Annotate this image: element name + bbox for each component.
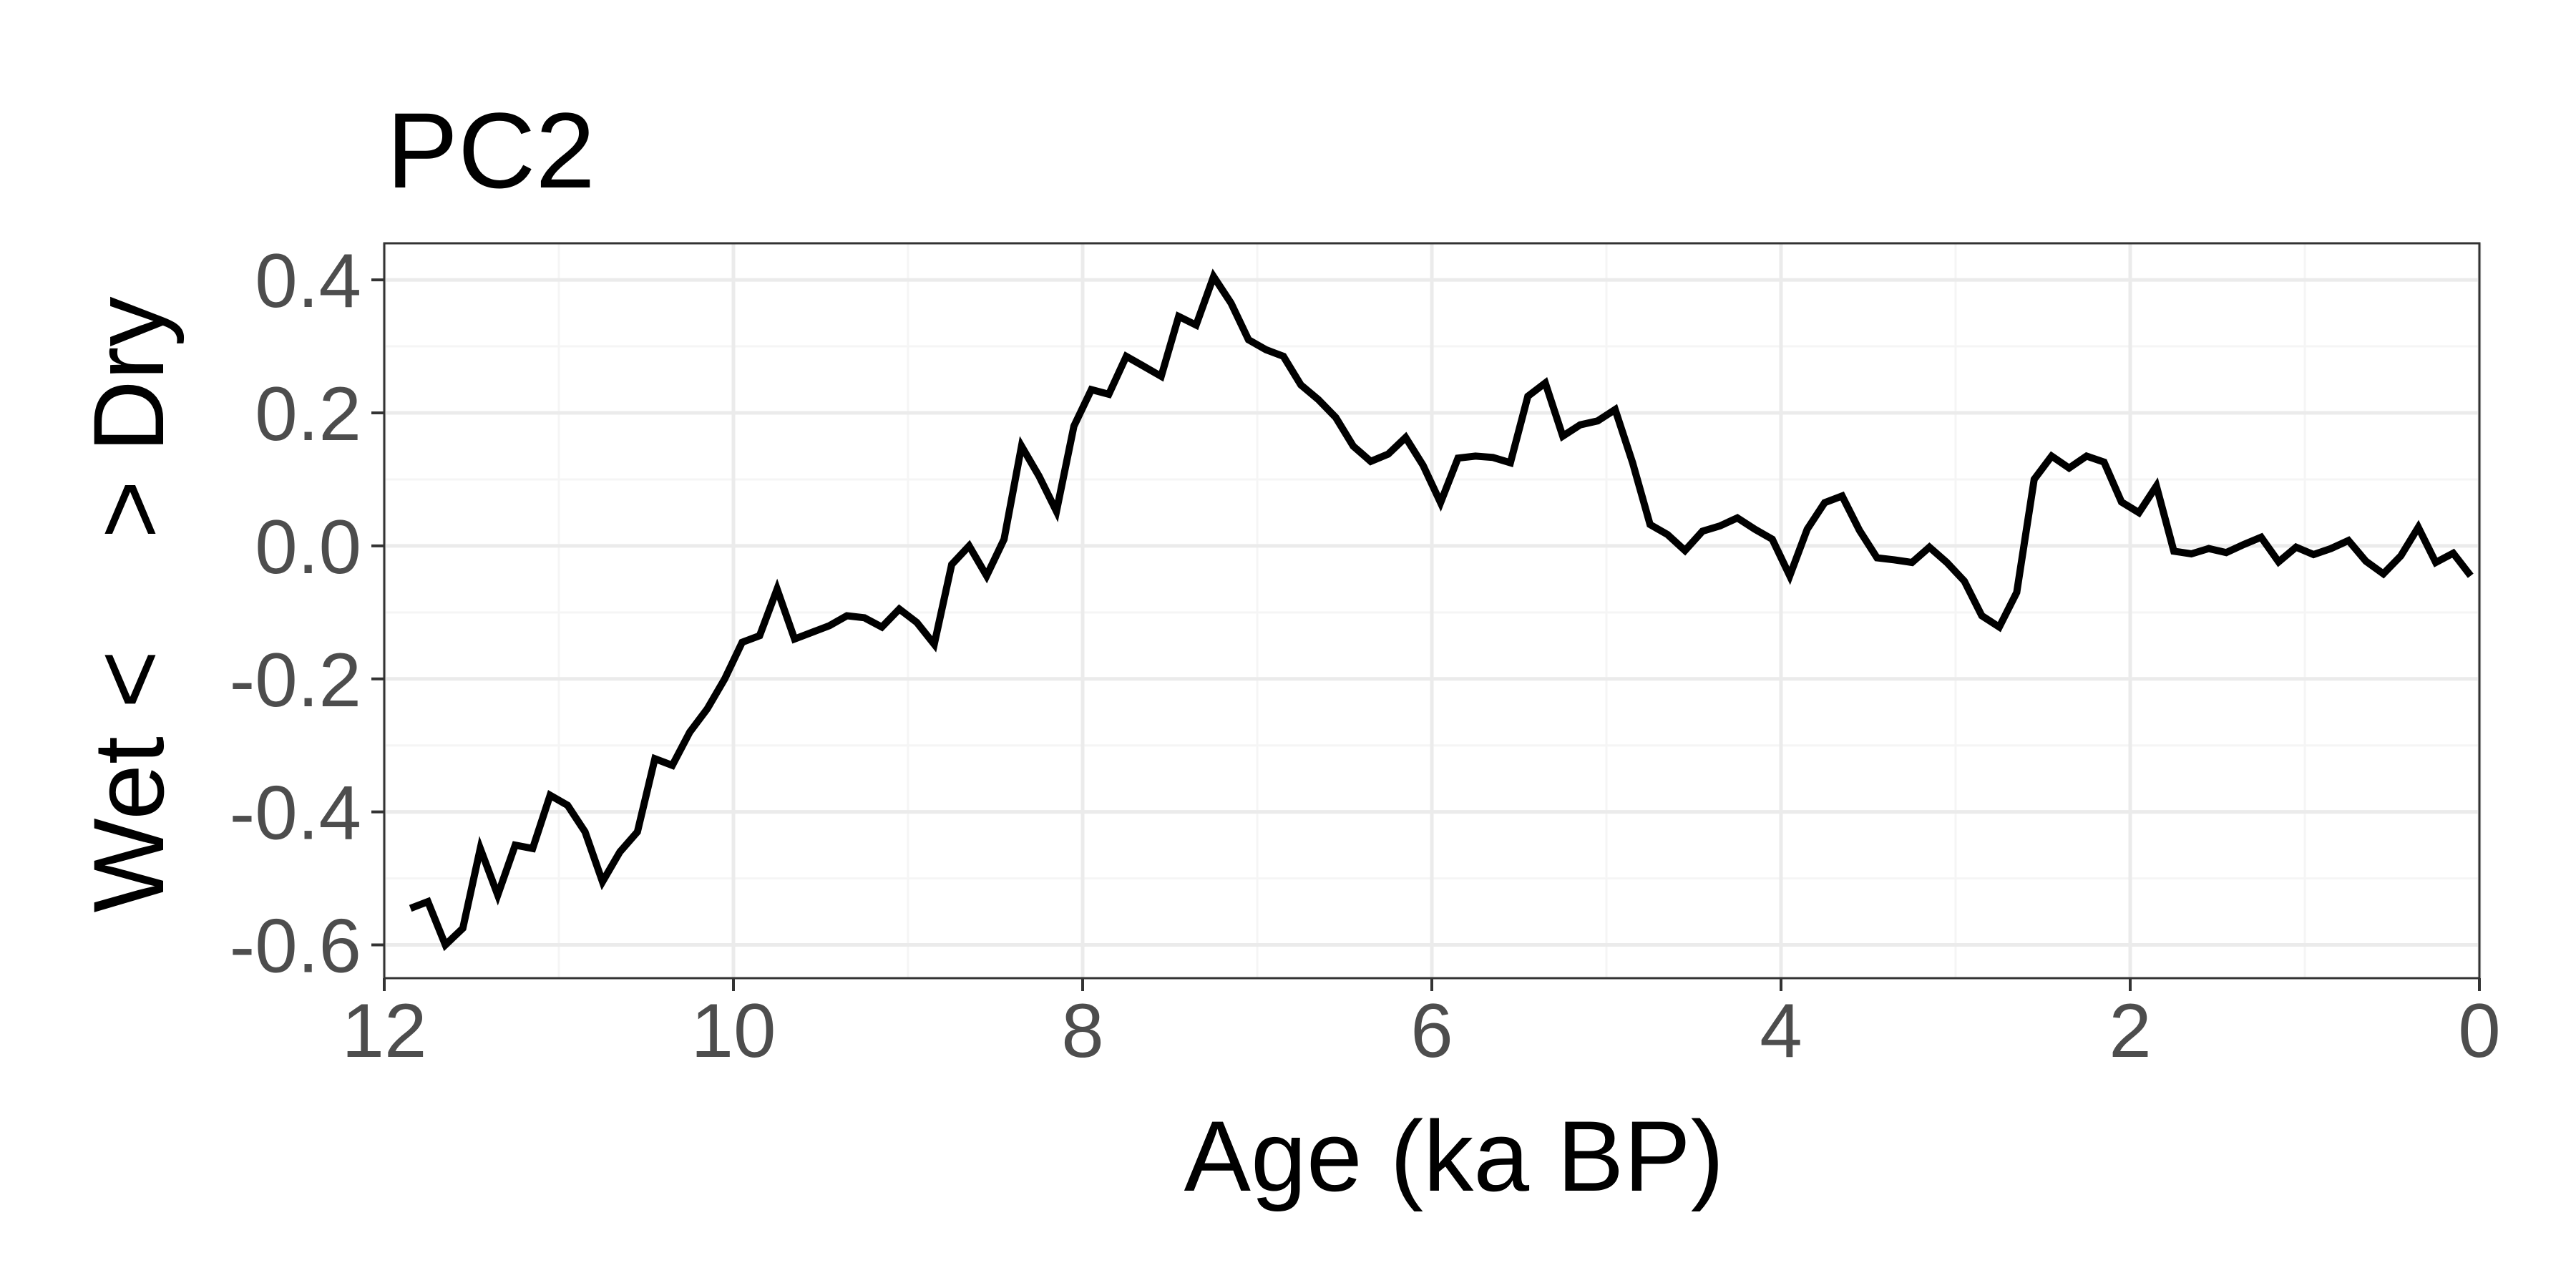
y-tick-label: -0.6 bbox=[230, 903, 361, 989]
axis-ticks: 12 10 8 6 4 2 0 0.4 0.2 0.0 -0.2 -0.4 -0.6 bbox=[230, 238, 2501, 1073]
x-tick-label: 2 bbox=[2109, 987, 2152, 1073]
x-tick-label: 12 bbox=[341, 987, 426, 1073]
y-tick-label: 0.4 bbox=[255, 238, 361, 323]
grid bbox=[382, 243, 2482, 978]
y-axis-title: Wet < > Dry bbox=[72, 297, 185, 913]
y-tick-label: -0.2 bbox=[230, 637, 361, 723]
x-axis-title: Age (ka BP) bbox=[1184, 1100, 1724, 1212]
data-series bbox=[409, 268, 2474, 952]
y-tick-label: 0.0 bbox=[255, 504, 361, 590]
chart-title: PC2 bbox=[386, 90, 595, 210]
x-tick-label: 4 bbox=[1760, 987, 1802, 1073]
x-tick-label: 10 bbox=[691, 987, 776, 1073]
y-tick-label: -0.4 bbox=[230, 770, 361, 856]
x-tick-label: 6 bbox=[1410, 987, 1453, 1073]
series-line bbox=[409, 268, 2474, 952]
x-tick-label: 0 bbox=[2458, 987, 2501, 1073]
y-tick-label: 0.2 bbox=[255, 371, 361, 457]
x-tick-label: 8 bbox=[1061, 987, 1104, 1073]
